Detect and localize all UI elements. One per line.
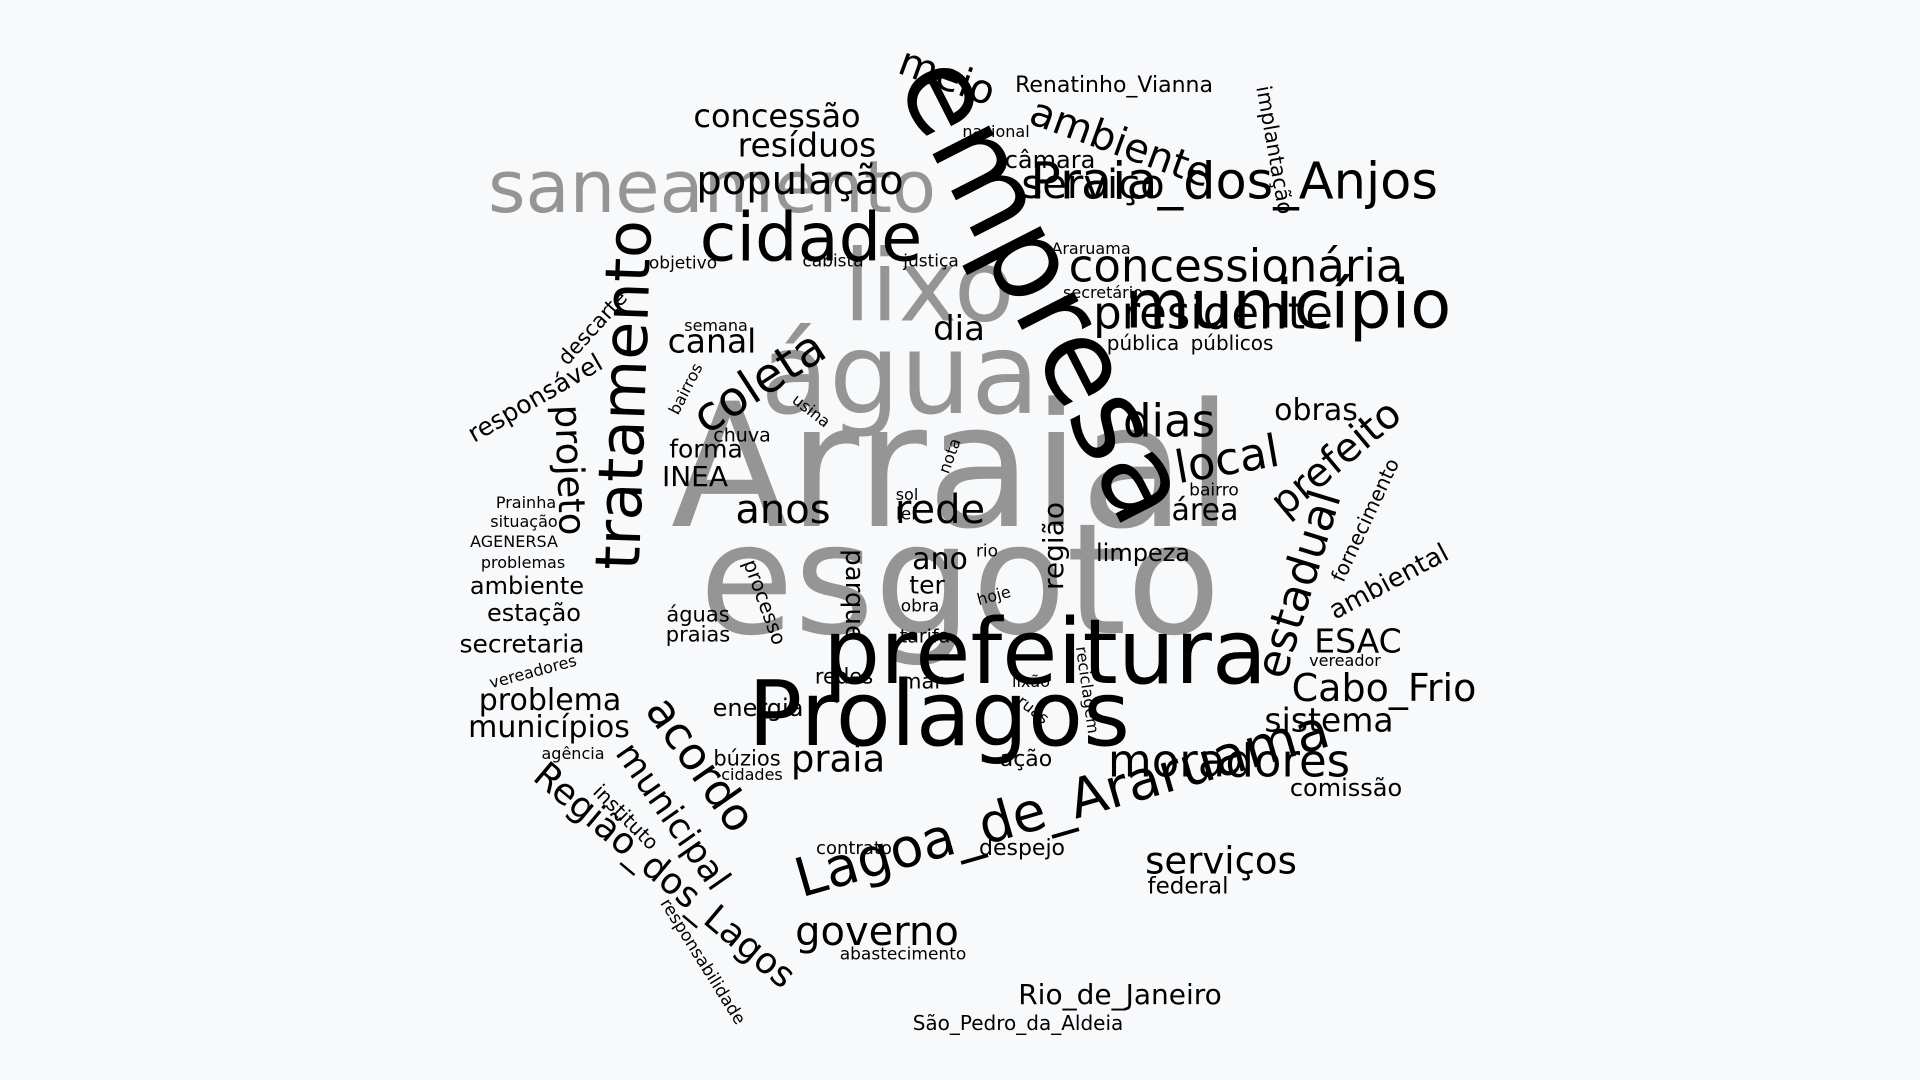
word-lixo: lixo (843, 229, 1015, 345)
word-presidente: presidente (1093, 286, 1333, 340)
word-camara: câmara (1004, 146, 1096, 174)
word-praia-dos-anjos: Praia_dos_Anjos (1030, 152, 1438, 212)
word-contrato: contrato (816, 838, 892, 859)
word-praias: praias (665, 622, 731, 647)
word-despejo: despejo (978, 836, 1066, 861)
word-bairro: bairro (1189, 480, 1239, 501)
word-esac: ESAC (1314, 621, 1402, 661)
word-esgoto: esgoto (699, 491, 1221, 670)
word-forma: forma (669, 434, 743, 464)
word-redes: redes (814, 664, 874, 689)
word-servicos: serviços (1145, 839, 1297, 883)
word-objetivo: objetivo (648, 253, 718, 274)
word-federal: federal (1147, 873, 1229, 900)
word-buzios: búzios (713, 746, 781, 771)
word-abastecimento: abastecimento (839, 944, 967, 965)
word-secretario: secretário (1063, 283, 1143, 302)
word-sao-pedro-da-aldeia: São_Pedro_da_Aldeia (912, 1011, 1124, 1035)
word-sol: sol (895, 485, 919, 504)
word-praia: praia (790, 737, 886, 781)
word-cabo-frio: Cabo_Frio (1291, 666, 1477, 710)
word-servico: serviço (1021, 162, 1165, 208)
word-lixao: lixão (1012, 672, 1050, 691)
word-nacional: nacional (962, 122, 1030, 141)
word-cabista: cabista (802, 251, 864, 272)
word-secretaria: secretaria (459, 629, 585, 659)
word-populacao: população (696, 158, 904, 204)
word-inea: INEA (661, 460, 729, 493)
word-dia: dia (933, 309, 985, 349)
word-problemas: problemas (480, 553, 566, 572)
word-publicos: públicos (1190, 331, 1274, 355)
word-publica: pública (1106, 331, 1180, 355)
word-anos: anos (735, 487, 831, 533)
word-limpeza: limpeza (1095, 539, 1191, 567)
word-ter: ter (909, 570, 945, 600)
word-araruama: Araruama (1051, 239, 1131, 258)
word-rio-de-janeiro: Rio_de_Janeiro (1018, 978, 1222, 1011)
word-cidades: cidades (721, 765, 783, 784)
word-concessao: concessão (693, 97, 861, 135)
word-aguas: águas (666, 602, 730, 627)
word-energia: energia (712, 694, 804, 722)
word-tarifa: tarifa (899, 625, 951, 648)
word-comissao: comissão (1289, 774, 1403, 802)
word-prolagos: Prolagos (747, 662, 1131, 767)
word-saneamento: saneamento (487, 145, 937, 229)
word-moradores: moradores (1107, 734, 1351, 788)
word-municipios: municípios (468, 710, 630, 745)
word-canal: canal (667, 321, 757, 361)
word-situacao: situação (490, 512, 558, 531)
word-obra: obra (900, 596, 940, 617)
word-area: área (1171, 493, 1239, 528)
word-prefeitura: prefeitura (822, 600, 1268, 705)
word-obras: obras (1274, 393, 1358, 428)
word-parque: parque (839, 549, 869, 641)
word-cidade: cidade (699, 198, 923, 277)
word-governo: governo (795, 909, 959, 955)
word-dias: dias (1122, 394, 1216, 448)
word-estacao: estação (487, 599, 581, 627)
word-semana: semana (684, 316, 748, 335)
word-problema: problema (478, 683, 622, 718)
word-sistema: sistema (1264, 700, 1394, 740)
word-municipio: município (1124, 265, 1452, 344)
word-renatinho-vianna: Renatinho_Vianna (1015, 73, 1213, 98)
word-agenersa: AGENERSA (470, 532, 558, 551)
word-acao: ação (999, 747, 1053, 772)
word-ano: ano (912, 542, 968, 577)
word-chuva: chuva (713, 424, 771, 447)
word-agua: água (760, 310, 1040, 440)
word-justica: justiça (903, 251, 959, 272)
word-arraial: Arraial (670, 366, 1234, 567)
word-rio: rio (975, 541, 999, 562)
word-ambiente-left: ambiente (469, 572, 585, 600)
word-concessionaria: concessionária (1068, 239, 1404, 293)
word-residuos: resíduos (737, 125, 877, 165)
word-lei: lei (896, 504, 916, 525)
word-prainha: Prainha (495, 493, 557, 512)
word-agencia: agência (541, 744, 605, 763)
word-vereador: vereador (1309, 651, 1381, 670)
word-regiao: região (1037, 502, 1070, 590)
word-rede: rede (894, 487, 986, 533)
word-mar: mar (901, 669, 943, 694)
